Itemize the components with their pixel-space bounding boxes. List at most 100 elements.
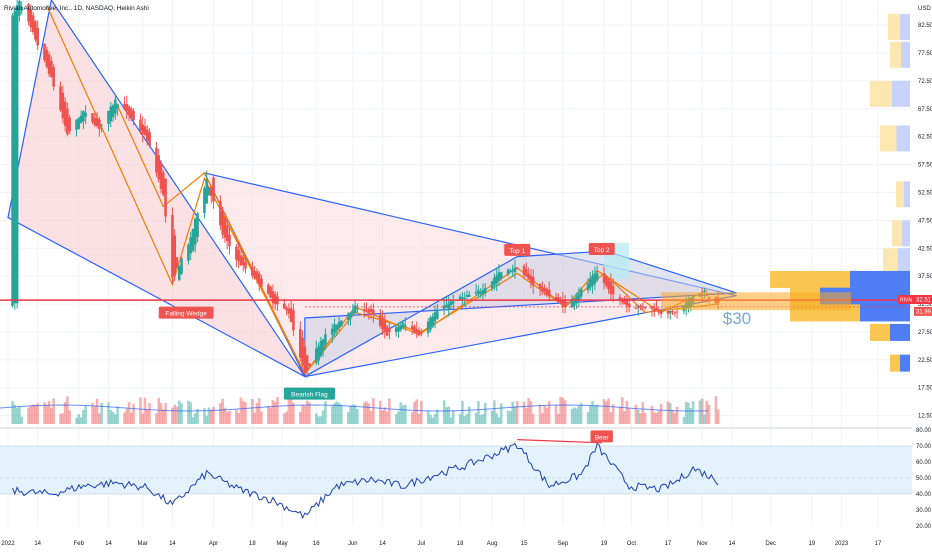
candle-body bbox=[141, 124, 145, 134]
volume-bar bbox=[333, 403, 336, 424]
volume-bar bbox=[20, 416, 24, 424]
volume-bar bbox=[125, 408, 129, 424]
candle-body bbox=[666, 310, 670, 314]
candle-body bbox=[289, 308, 293, 323]
rsi-tick-label: 30.00 bbox=[916, 508, 932, 514]
candle-body bbox=[602, 273, 606, 284]
candle-body bbox=[394, 327, 398, 332]
volume-bar bbox=[367, 403, 371, 424]
volume-bar bbox=[604, 401, 608, 424]
candle-body bbox=[193, 218, 197, 245]
candle-body bbox=[191, 229, 195, 251]
candle-body bbox=[410, 325, 414, 330]
candle-body bbox=[66, 108, 69, 135]
volume-bar bbox=[18, 406, 21, 424]
volume-profile-bar bbox=[870, 80, 892, 107]
y-tick-label: 62.50 bbox=[918, 135, 932, 141]
volume-bar bbox=[257, 398, 261, 424]
candle-body bbox=[34, 21, 37, 40]
volume-bar bbox=[417, 413, 421, 424]
rsi-tick-label: 70.00 bbox=[916, 444, 932, 450]
candle-body bbox=[378, 314, 382, 326]
candle-body bbox=[84, 112, 87, 117]
candle-body bbox=[449, 301, 453, 306]
candle-body bbox=[463, 298, 467, 300]
candle-body bbox=[116, 104, 119, 109]
symbol-tag: RIVN bbox=[900, 297, 912, 303]
candle-body bbox=[100, 124, 103, 126]
volume-profile-bar bbox=[896, 181, 904, 208]
volume-bar bbox=[467, 406, 471, 424]
candle-body bbox=[479, 291, 482, 295]
volume-bar bbox=[219, 402, 222, 424]
y-axis-unit: USD bbox=[918, 6, 931, 12]
candle-body bbox=[623, 299, 626, 305]
candle-body bbox=[75, 119, 78, 130]
candle-body bbox=[436, 309, 439, 319]
volume-bar bbox=[429, 414, 432, 424]
rsi-tick-label: 60.00 bbox=[916, 460, 932, 466]
candle-body bbox=[187, 244, 190, 261]
volume-bar bbox=[15, 408, 19, 424]
volume-bar bbox=[11, 400, 14, 424]
candle-body bbox=[127, 106, 131, 116]
volume-bar bbox=[659, 403, 663, 424]
volume-bar bbox=[68, 410, 71, 424]
volume-bar bbox=[362, 402, 366, 424]
candle-body bbox=[579, 288, 583, 297]
volume-bar bbox=[463, 416, 467, 424]
candle-body bbox=[525, 269, 528, 277]
candle-body bbox=[107, 110, 110, 124]
label-bearish-flag: Bearish Flag bbox=[291, 392, 328, 399]
volume-bar bbox=[43, 402, 46, 424]
volume-bar bbox=[356, 408, 359, 424]
candle-body bbox=[650, 306, 654, 309]
volume-profile-bar bbox=[890, 323, 910, 341]
candle-body bbox=[317, 346, 320, 361]
candle-body bbox=[298, 328, 302, 358]
x-tick-label: Feb bbox=[74, 541, 85, 547]
volume-bar bbox=[513, 406, 517, 424]
candle-body bbox=[189, 237, 192, 254]
volume-bar bbox=[493, 400, 496, 424]
candle-body bbox=[308, 363, 311, 366]
volume-bar bbox=[34, 404, 37, 424]
candle-body bbox=[593, 274, 597, 284]
volume-average-line bbox=[0, 404, 709, 412]
volume-profile-bar bbox=[900, 354, 910, 372]
candle-body bbox=[260, 278, 263, 287]
candle-body bbox=[132, 111, 135, 121]
candle-body bbox=[130, 108, 133, 118]
falling-wedge-area bbox=[7, 0, 306, 378]
volume-bar bbox=[196, 408, 199, 424]
chart-title: Rivian Automotive, Inc., 1D, NASDAQ, Hei… bbox=[4, 5, 149, 12]
candle-body bbox=[15, 5, 19, 304]
candle-body bbox=[164, 178, 167, 217]
x-tick-label: 17 bbox=[875, 541, 882, 547]
candle-body bbox=[445, 305, 448, 308]
volume-bar bbox=[369, 410, 373, 424]
candle-body bbox=[417, 330, 421, 336]
candle-body bbox=[36, 28, 39, 46]
price-target-label: $30 bbox=[723, 309, 751, 328]
candle-body bbox=[506, 269, 510, 275]
candle-body bbox=[29, 9, 33, 28]
volume-bar bbox=[324, 401, 327, 424]
candle-body bbox=[314, 348, 318, 363]
volume-bar bbox=[525, 407, 528, 424]
x-tick-label: Mar bbox=[138, 541, 148, 547]
candle-body bbox=[239, 255, 243, 266]
volume-bar bbox=[557, 413, 560, 424]
candle-body bbox=[114, 99, 117, 114]
volume-bar bbox=[267, 405, 270, 424]
volume-bar bbox=[353, 404, 357, 424]
candle-body bbox=[365, 309, 368, 311]
volume-bar bbox=[479, 415, 482, 424]
volume-bar bbox=[657, 410, 661, 424]
candle-body bbox=[244, 262, 247, 269]
label-top-2-box bbox=[588, 243, 615, 256]
volume-bar bbox=[61, 413, 65, 424]
candle-body bbox=[283, 303, 286, 309]
candle-body bbox=[353, 305, 357, 314]
